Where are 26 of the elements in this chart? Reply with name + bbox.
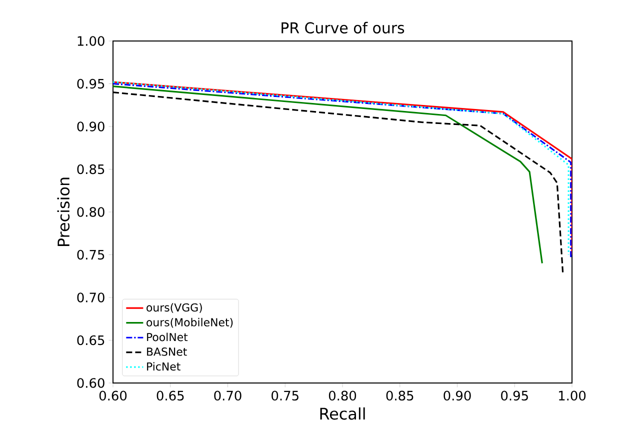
- x-tick-label: 0.75: [272, 390, 298, 401]
- legend-label: ours(MobileNet): [146, 318, 233, 328]
- x-tick-label: 1.00: [559, 390, 586, 401]
- x-tick-label: 0.65: [156, 390, 184, 401]
- y-tick-label: 0.75: [77, 250, 104, 260]
- legend-label: PoolNet: [147, 332, 188, 342]
- y-tick-label: 1.00: [78, 36, 104, 46]
- x-tick-label: 0.70: [214, 390, 242, 401]
- y-tick-label: 0.95: [77, 78, 104, 89]
- y-tick-label: 0.65: [77, 335, 104, 346]
- x-tick-label: 0.90: [444, 390, 471, 401]
- x-tick-label: 0.80: [328, 390, 356, 401]
- chart-title: PR Curve of ours: [282, 22, 404, 34]
- x-tick-label: 0.95: [501, 390, 528, 401]
- y-axis-title: Precision: [57, 178, 70, 246]
- legend-label: PicNet: [147, 362, 180, 371]
- legend-label: BASNet: [147, 348, 187, 356]
- y-tick-label: 0.80: [77, 207, 104, 217]
- y-tick-label: 0.70: [77, 292, 104, 302]
- y-tick-label: 0.60: [77, 378, 104, 388]
- legend-label: ours(VGG): [146, 303, 202, 313]
- x-axis-title: Recall: [320, 407, 365, 420]
- x-tick-label: 0.85: [386, 390, 414, 401]
- y-tick-label: 0.90: [77, 122, 104, 132]
- y-tick-label: 0.85: [77, 164, 104, 174]
- x-tick-label: 0.60: [99, 390, 127, 401]
